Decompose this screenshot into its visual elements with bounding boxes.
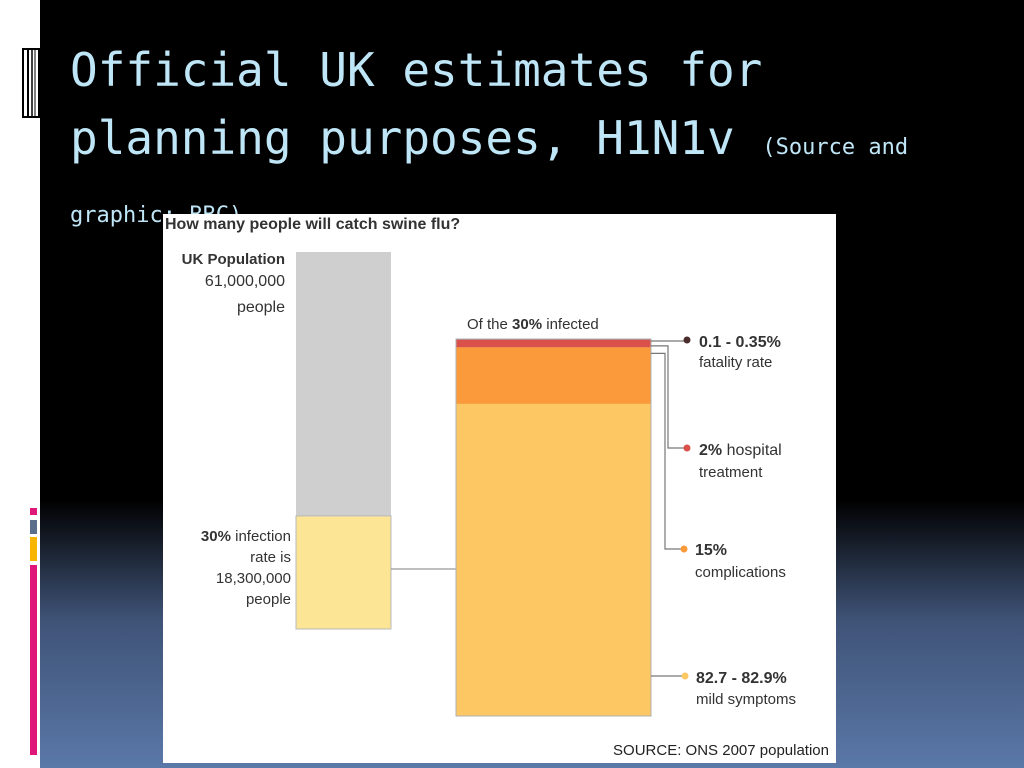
population-label: UK Population xyxy=(182,251,285,268)
segment-hospital-label: treatment xyxy=(699,464,763,481)
callout-dot-2 xyxy=(680,545,688,553)
stack-segment-3 xyxy=(456,403,651,717)
breakdown-callouts xyxy=(651,336,691,680)
segment-mild-value: 82.7 - 82.9% xyxy=(696,670,787,687)
decor-bar-pink xyxy=(30,565,37,755)
callout-dot-3 xyxy=(681,672,689,680)
segment-fatality-label: fatality rate xyxy=(699,354,772,371)
segment-hospital-value: 2% xyxy=(699,442,722,459)
chart-panel: How many people will catch swine flu? UK… xyxy=(163,214,836,763)
infected-bar xyxy=(295,515,392,630)
callout-line-1 xyxy=(651,345,687,449)
stack-outline xyxy=(455,338,652,717)
breakdown-stack xyxy=(455,338,652,717)
slide-title: Official UK estimates for planning purpo… xyxy=(70,36,1000,240)
infected-label-rest: infection xyxy=(235,528,291,545)
segment-fatality-value: 0.1 - 0.35% xyxy=(699,334,781,351)
infected-percent: 30% xyxy=(201,528,231,545)
infected-label-line2: rate is xyxy=(250,549,291,566)
decor-bar-yellow xyxy=(30,537,37,561)
breakdown-header: Of the 30% infected xyxy=(467,316,599,333)
infected-unit: people xyxy=(246,591,291,608)
segment-complications-value: 15% xyxy=(695,542,727,559)
breakdown-header-suffix: infected xyxy=(546,316,599,333)
chart-title: How many people will catch swine flu? xyxy=(165,216,460,233)
breakdown-header-prefix: Of the xyxy=(467,316,508,333)
infected-label-line1: 30% infection xyxy=(201,528,291,545)
swine-flu-chart: How many people will catch swine flu? UK… xyxy=(165,216,829,759)
callout-dot-0 xyxy=(683,336,691,344)
slide-title-main: Official UK estimates for planning purpo… xyxy=(70,43,763,165)
breakdown-header-bold: 30% xyxy=(512,316,542,333)
stack-segment-1 xyxy=(456,339,651,348)
decor-bar-pink-small xyxy=(30,508,37,515)
callout-line-2 xyxy=(651,352,684,550)
infected-value: 18,300,000 xyxy=(216,570,291,587)
population-value: 61,000,000 xyxy=(205,273,285,290)
window-frame-icon xyxy=(22,48,40,118)
chart-source: SOURCE: ONS 2007 population xyxy=(613,742,829,759)
population-unit: people xyxy=(237,299,285,316)
segment-hospital-line1: 2% hospital xyxy=(699,442,782,459)
segment-complications-label: complications xyxy=(695,564,786,581)
segment-mild-label: mild symptoms xyxy=(696,691,796,708)
segment-hospital-inline: hospital xyxy=(727,442,782,459)
decor-bar-gray xyxy=(30,520,37,534)
stack-segment-2 xyxy=(456,347,651,404)
population-bar xyxy=(296,252,391,516)
callout-dot-1 xyxy=(683,444,691,452)
